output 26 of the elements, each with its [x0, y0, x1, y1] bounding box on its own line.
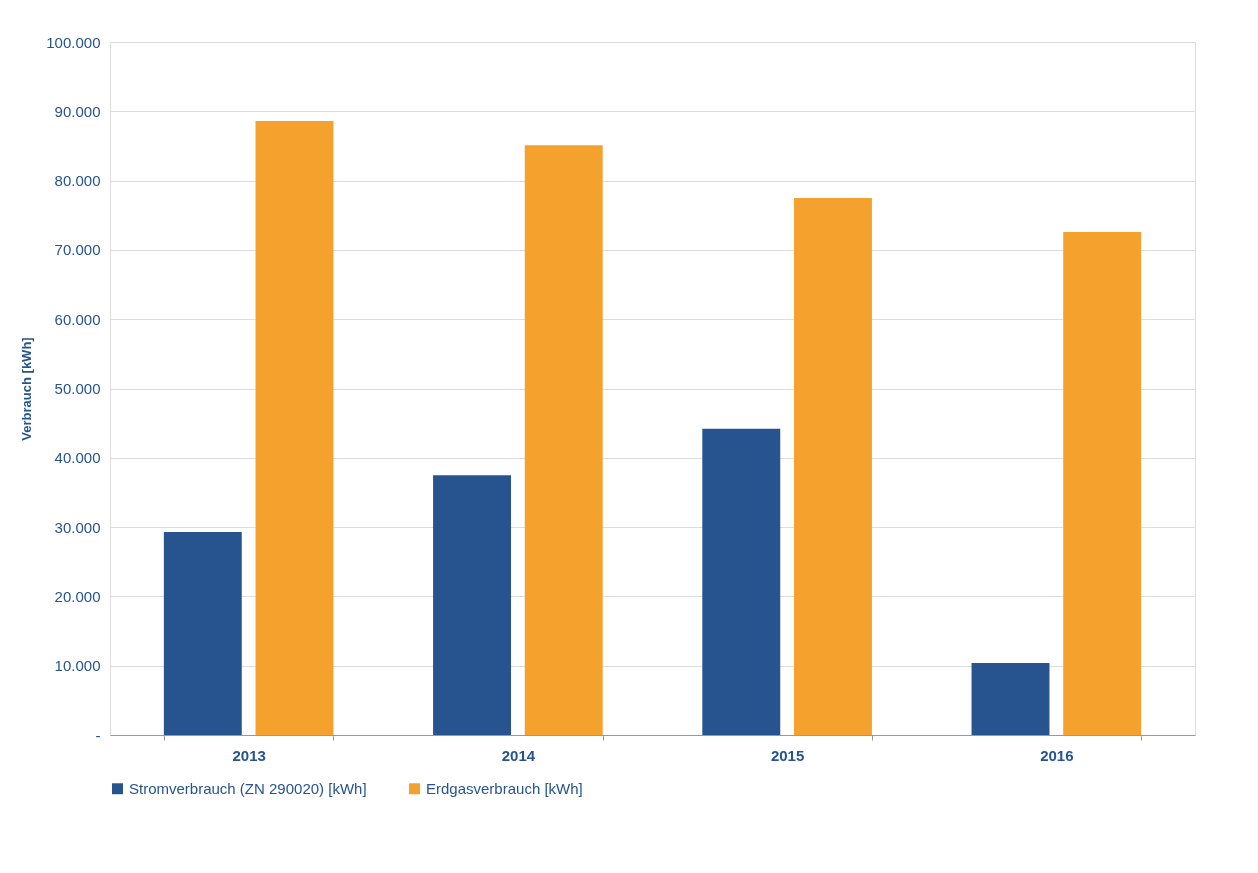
y-tick-label: 90.000: [54, 102, 101, 120]
y-tick-label: 60.000: [54, 310, 101, 328]
bar: [971, 662, 1050, 735]
legend-label: Erdgasverbrauch [kWh]: [426, 779, 583, 797]
bar: [702, 428, 781, 735]
bar: [524, 145, 603, 735]
y-axis-title: Verbrauch [kWh]: [19, 337, 35, 441]
bar: [1063, 231, 1142, 735]
x-tick-label: 2014: [501, 746, 536, 764]
x-tick-label: 2016: [1040, 746, 1074, 764]
y-tick-label: 30.000: [54, 518, 101, 536]
y-tick-label: 20.000: [54, 587, 101, 605]
y-tick-label: -: [95, 726, 101, 744]
bar: [163, 531, 242, 735]
y-tick-label: 10.000: [54, 657, 101, 675]
y-tick-label: 100.000: [46, 33, 101, 51]
legend-label: Stromverbrauch (ZN 290020) [kWh]: [129, 779, 367, 797]
bar: [255, 121, 334, 735]
y-tick-label: 50.000: [54, 380, 101, 397]
x-tick-label: 2015: [770, 746, 805, 764]
y-tick-label: 40.000: [54, 449, 101, 467]
bar: [793, 197, 872, 735]
y-tick-label: 70.000: [54, 241, 101, 259]
x-tick-label: 2013: [232, 746, 266, 764]
y-tick-label: 80.000: [54, 172, 101, 190]
bar: [433, 475, 512, 735]
